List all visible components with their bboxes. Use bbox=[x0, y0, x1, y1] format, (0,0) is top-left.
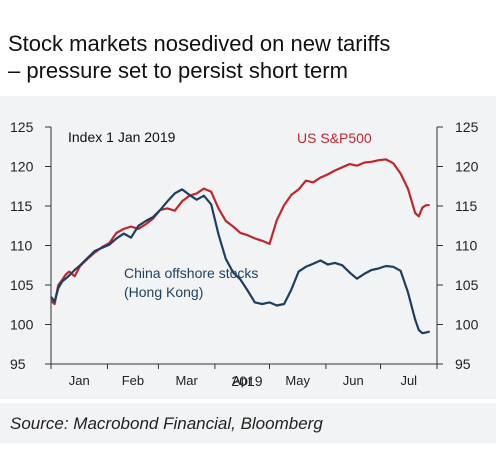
y-tick-label-left-95: 95 bbox=[10, 356, 26, 372]
series-layer bbox=[50, 158, 430, 335]
chart-title: Stock markets nosedived on new tariffs –… bbox=[8, 30, 488, 84]
x-tick-label-mar: Mar bbox=[175, 373, 198, 388]
x-tick-label-apr: Apr bbox=[232, 373, 253, 388]
y-tick-label-left-110: 110 bbox=[10, 238, 33, 254]
y-tick-label-right-125: 125 bbox=[455, 119, 479, 135]
index-annotation: Index 1 Jan 2019 bbox=[68, 129, 176, 145]
x-tick-label-jul: Jul bbox=[400, 373, 417, 388]
title-line-2: – pressure set to persist short term bbox=[8, 58, 348, 83]
y-tick-label-left-105: 105 bbox=[10, 277, 34, 293]
tick-layer: 95 95 100 100 105 105 110 110 115 115 120 120 125 125… bbox=[10, 119, 479, 388]
series-line-china-offshore bbox=[50, 188, 430, 335]
y-tick-label-right-100: 100 bbox=[455, 317, 479, 333]
line-chart: 95 95 100 100 105 105 110 110 115 115 120 120 125 125… bbox=[10, 119, 479, 389]
y-tick-label-left-100: 100 bbox=[10, 317, 34, 333]
series-label-us-sp500: US S&P500 bbox=[297, 130, 372, 146]
source-note: Source: Macrobond Financial, Bloomberg bbox=[10, 414, 323, 433]
x-tick-label-may: May bbox=[285, 373, 310, 388]
y-tick-label-right-120: 120 bbox=[455, 159, 479, 175]
series-label-china-line-2: (Hong Kong) bbox=[124, 284, 203, 300]
x-tick-label-jan: Jan bbox=[69, 373, 90, 388]
y-tick-label-left-125: 125 bbox=[10, 119, 34, 135]
x-tick-label-jun: Jun bbox=[343, 373, 364, 388]
y-tick-label-right-105: 105 bbox=[455, 277, 479, 293]
plot-background bbox=[0, 96, 496, 399]
series-line-us-sp500 bbox=[50, 158, 430, 306]
x-tick-label-feb: Feb bbox=[122, 373, 144, 388]
y-tick-label-right-95: 95 bbox=[455, 356, 471, 372]
title-line-1: Stock markets nosedived on new tariffs bbox=[8, 31, 391, 56]
y-tick-label-right-110: 110 bbox=[455, 238, 478, 254]
source-bar bbox=[0, 403, 496, 443]
x-axis-label: 2019 bbox=[231, 373, 262, 389]
y-tick-label-left-120: 120 bbox=[10, 159, 34, 175]
y-tick-label-right-115: 115 bbox=[455, 198, 478, 214]
series-label-china-line-1: China offshore stocks bbox=[124, 265, 258, 281]
y-tick-label-left-115: 115 bbox=[10, 198, 33, 214]
